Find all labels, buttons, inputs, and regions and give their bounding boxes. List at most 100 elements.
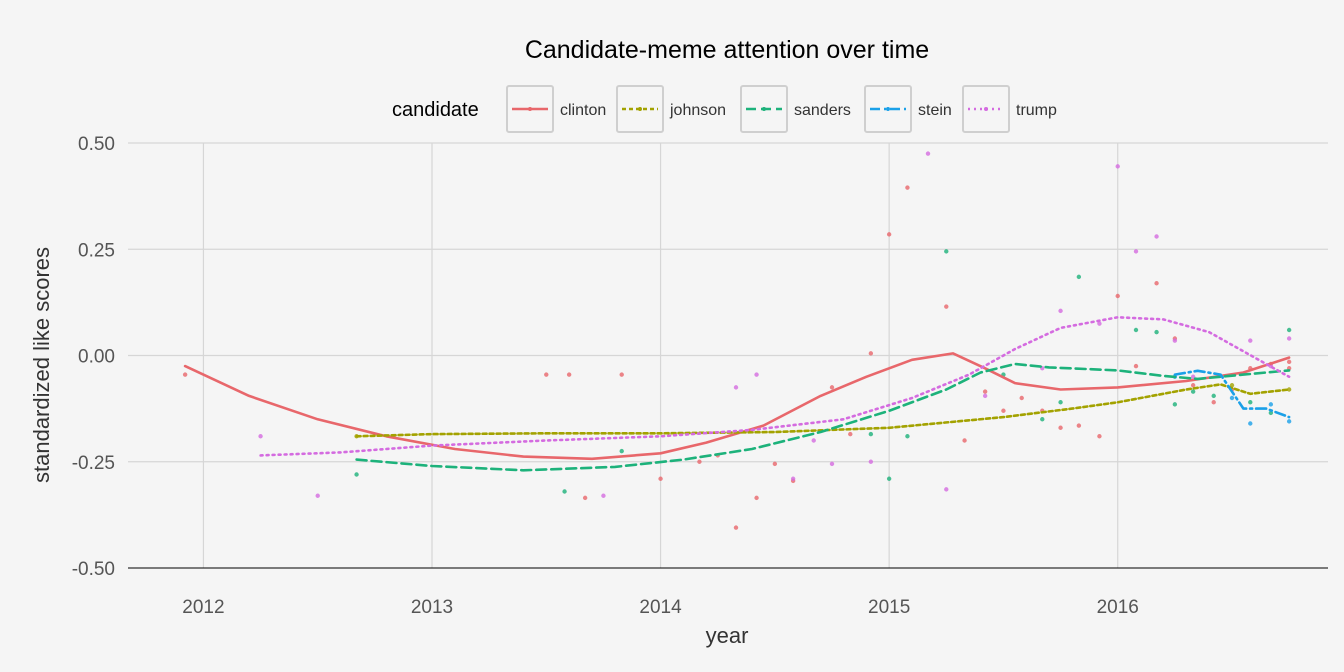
x-tick-label: 2013 [411,597,453,618]
data-point-trump [733,385,739,390]
data-point-clinton [868,351,874,356]
smooth-lines [183,316,1291,472]
y-tick-label: 0.50 [78,134,115,155]
data-point-johnson [1286,387,1292,392]
data-point-clinton [962,438,967,443]
data-point-clinton [697,459,702,464]
legend-label: stein [918,102,952,119]
smooth-line-johnson [355,383,1291,438]
data-point-trump [1286,336,1292,341]
data-point-trump [1097,321,1102,326]
legend-label: clinton [560,102,606,119]
data-point-clinton [582,495,588,501]
y-tick-label: 0.25 [78,240,115,261]
data-point-trump [601,493,606,498]
data-point-sanders [944,249,949,254]
data-point-clinton [1058,425,1063,430]
legend: clinton johnson sanders stein trump [506,85,1057,133]
legend-key-point [528,107,532,111]
data-point-stein [1286,419,1292,424]
data-point-clinton [829,385,835,390]
data-point-clinton [1097,434,1102,439]
data-point-clinton [1115,293,1120,299]
data-point-trump [1058,308,1063,314]
x-tick-label: 2012 [182,597,224,618]
y-tick-label: -0.50 [72,559,115,580]
legend-item-clinton: clinton [506,85,606,133]
data-point-trump [829,461,835,467]
data-point-sanders [562,489,567,494]
legend-title: candidate [392,99,479,121]
legend-key-point [638,107,642,111]
data-point-sanders [886,476,892,481]
data-point-trump [1248,338,1253,343]
data-point-clinton [1211,400,1216,405]
data-point-sanders [1133,327,1139,333]
data-point-sanders [1058,400,1063,405]
data-point-clinton [619,372,624,377]
x-axis-title: year [706,623,749,648]
y-tick-label: 0.00 [78,347,115,368]
data-points [182,151,1292,530]
data-point-clinton [982,389,988,394]
data-point-sanders [868,431,874,437]
data-point-clinton [566,372,572,377]
data-point-trump [982,393,988,399]
data-point-trump [1172,338,1178,343]
smooth-line-stein [1173,369,1291,419]
data-point-sanders [1172,402,1178,407]
data-point-sanders [1154,329,1159,335]
legend-label: sanders [794,102,851,119]
data-point-sanders [905,434,910,439]
data-point-trump [811,438,816,443]
data-point-clinton [754,495,759,501]
data-point-trump [1154,234,1159,239]
data-point-trump [790,476,796,481]
chart-title: Candidate-meme attention over time [525,36,929,64]
data-point-clinton [182,372,188,377]
x-tick-label: 2016 [1097,597,1139,618]
legend-item-stein: stein [864,85,952,133]
data-point-sanders [1248,400,1253,405]
data-point-clinton [848,431,853,437]
data-point-clinton [886,232,892,237]
legend-key-point [886,107,890,111]
legend-label: trump [1016,102,1057,119]
smooth-line-sanders [355,362,1291,472]
x-tick-label: 2014 [639,597,682,618]
data-point-trump [868,459,874,464]
legend-item-sanders: sanders [740,85,851,133]
smooth-line-clinton [183,352,1291,461]
data-point-stein [1248,421,1253,426]
data-point-clinton [1286,359,1292,365]
legend-key-point [762,107,766,111]
data-point-clinton [1190,383,1196,388]
data-point-sanders [1190,389,1196,394]
data-point-sanders [354,472,359,477]
data-point-clinton [944,304,949,309]
grid [128,142,1328,568]
axis-ticks: 2012 2013 2014 2015 2016 -0.50 -0.25 0.00 0.25 0.… [72,134,1139,618]
y-tick-label: -0.25 [72,453,115,474]
legend-item-johnson: johnson [616,85,726,133]
data-point-sanders [1211,393,1216,399]
data-point-trump [1133,249,1139,254]
y-axis-title: standardized like scores [29,247,54,483]
data-point-sanders [1076,274,1082,280]
data-point-trump [1115,164,1120,169]
data-point-trump [925,151,931,156]
data-point-clinton [1154,281,1159,286]
data-point-clinton [1076,423,1082,428]
data-point-sanders [1040,417,1045,422]
data-point-clinton [544,372,549,377]
smooth-line-trump [259,316,1291,457]
x-tick-label: 2015 [868,597,910,618]
data-point-trump [754,372,759,377]
legend-key-point [984,107,988,111]
data-point-sanders [1286,327,1292,333]
data-point-sanders [619,448,624,454]
data-point-clinton [772,461,778,467]
data-point-clinton [905,185,910,190]
legend-item-trump: trump [962,85,1057,133]
